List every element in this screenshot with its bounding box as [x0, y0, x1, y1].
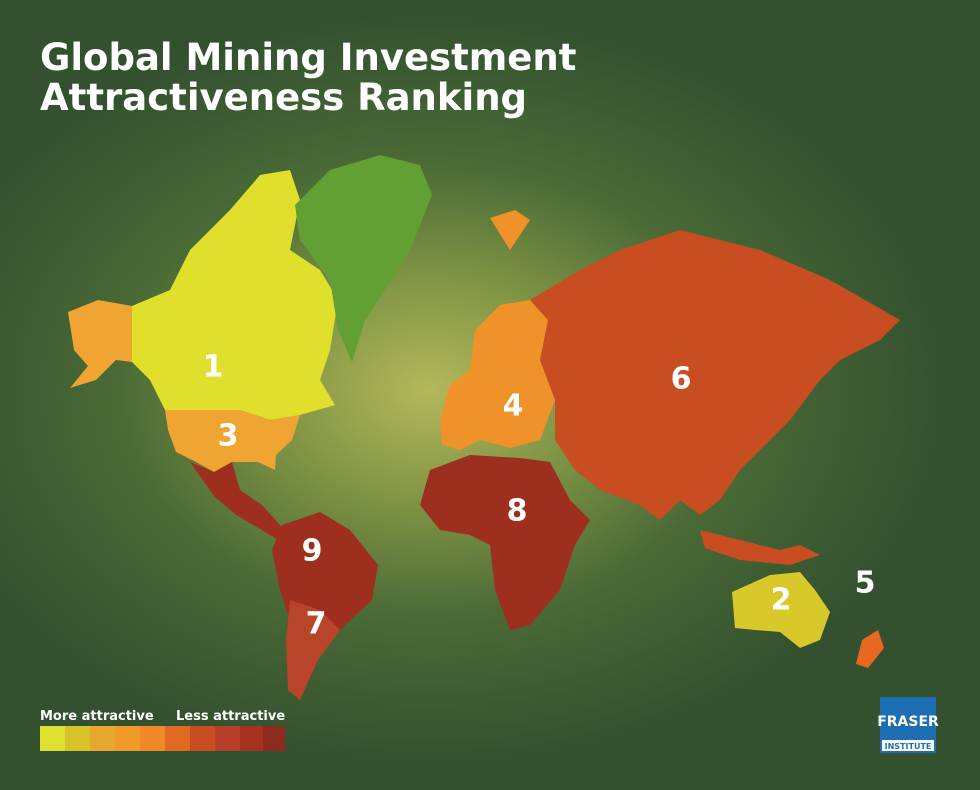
region-label: 2 — [771, 583, 792, 618]
legend-swatch — [190, 726, 215, 751]
new-zealand — [856, 630, 884, 668]
region-label: 3 — [218, 419, 239, 454]
title-line: Attractiveness Ranking — [40, 76, 527, 119]
legend-label: More attractive — [40, 709, 154, 724]
legend-swatch — [40, 726, 65, 751]
europe — [440, 300, 555, 450]
legend-swatch — [140, 726, 165, 751]
legend-swatch — [165, 726, 190, 751]
svalbard — [490, 210, 530, 250]
legend-label: Less attractive — [176, 709, 285, 724]
mexico-central-america — [190, 462, 296, 545]
africa — [420, 455, 590, 630]
legend-swatch — [263, 726, 285, 751]
region-label: 7 — [306, 607, 327, 642]
legend-swatch — [240, 726, 263, 751]
legend-swatch — [65, 726, 90, 751]
legend-swatch — [90, 726, 115, 751]
logo-name: FRASER — [877, 714, 939, 730]
region-label: 6 — [671, 362, 692, 397]
usa — [165, 410, 300, 472]
region-label: 9 — [302, 534, 323, 569]
greenland — [295, 155, 432, 362]
legend-swatch — [215, 726, 240, 751]
argentina-chile — [286, 600, 340, 700]
region-label: 4 — [503, 389, 524, 424]
southeast-asia — [700, 530, 820, 565]
alaska — [68, 300, 132, 388]
title-line: Global Mining Investment — [40, 36, 576, 79]
russia-asia — [530, 230, 900, 520]
canada — [132, 170, 338, 420]
region-label: 8 — [507, 494, 528, 529]
region-label: 5 — [855, 566, 876, 601]
legend-swatch — [115, 726, 140, 751]
region-label: 1 — [203, 350, 224, 385]
world-map — [68, 155, 900, 700]
legend-scale — [40, 726, 285, 751]
logo-sub: INSTITUTE — [885, 742, 932, 751]
australia — [732, 572, 830, 648]
logo-band — [882, 740, 934, 751]
logo: FRASER INSTITUTE — [877, 697, 939, 753]
